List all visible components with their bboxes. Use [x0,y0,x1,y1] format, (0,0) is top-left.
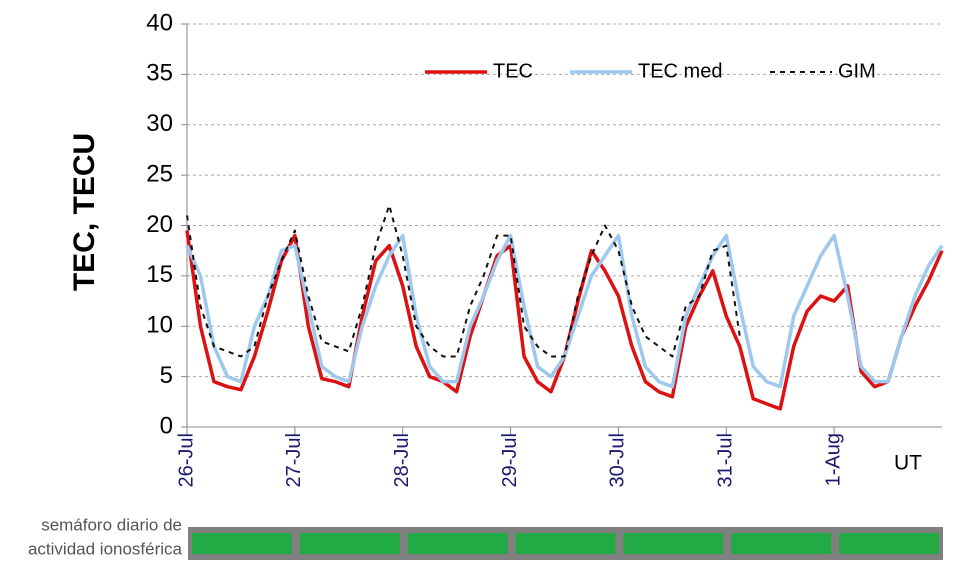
y-tick-label: 15 [146,261,173,288]
status-day [839,533,939,554]
x-tick-label: 26-Jul [175,433,197,487]
x-tick-label: 30-Jul [607,433,629,487]
x-axis-label: UT [894,452,922,475]
y-tick-label: 5 [160,362,173,389]
status-day [192,533,292,554]
status-day [731,533,832,554]
legend-label: TEC med [638,60,722,82]
status-day [407,533,508,554]
y-tick-label: 35 [146,60,173,87]
x-tick-label: 28-Jul [391,433,413,487]
series-line [186,204,741,358]
y-tick-label: 30 [146,110,173,137]
x-tick-label: 27-Jul [283,433,305,487]
y-tick-label: 10 [146,312,173,339]
status-label: actividad ionosférica [28,539,183,558]
y-tick-label: 25 [146,160,173,187]
x-tick-label: 29-Jul [499,433,521,487]
status-day [299,533,400,554]
legend-label: TEC [493,60,533,82]
status-day [623,533,724,554]
x-tick-label: 31-Jul [715,433,737,487]
y-tick-label: 40 [146,9,173,36]
x-tick-label: 1-Aug [822,433,844,486]
y-tick-label: 0 [160,412,173,439]
status-label: semáforo diario de [41,515,182,534]
status-day [515,533,616,554]
legend-label: GIM [838,60,876,82]
y-tick-label: 20 [146,211,173,238]
y-axis-label: TEC, TECU [68,133,101,291]
